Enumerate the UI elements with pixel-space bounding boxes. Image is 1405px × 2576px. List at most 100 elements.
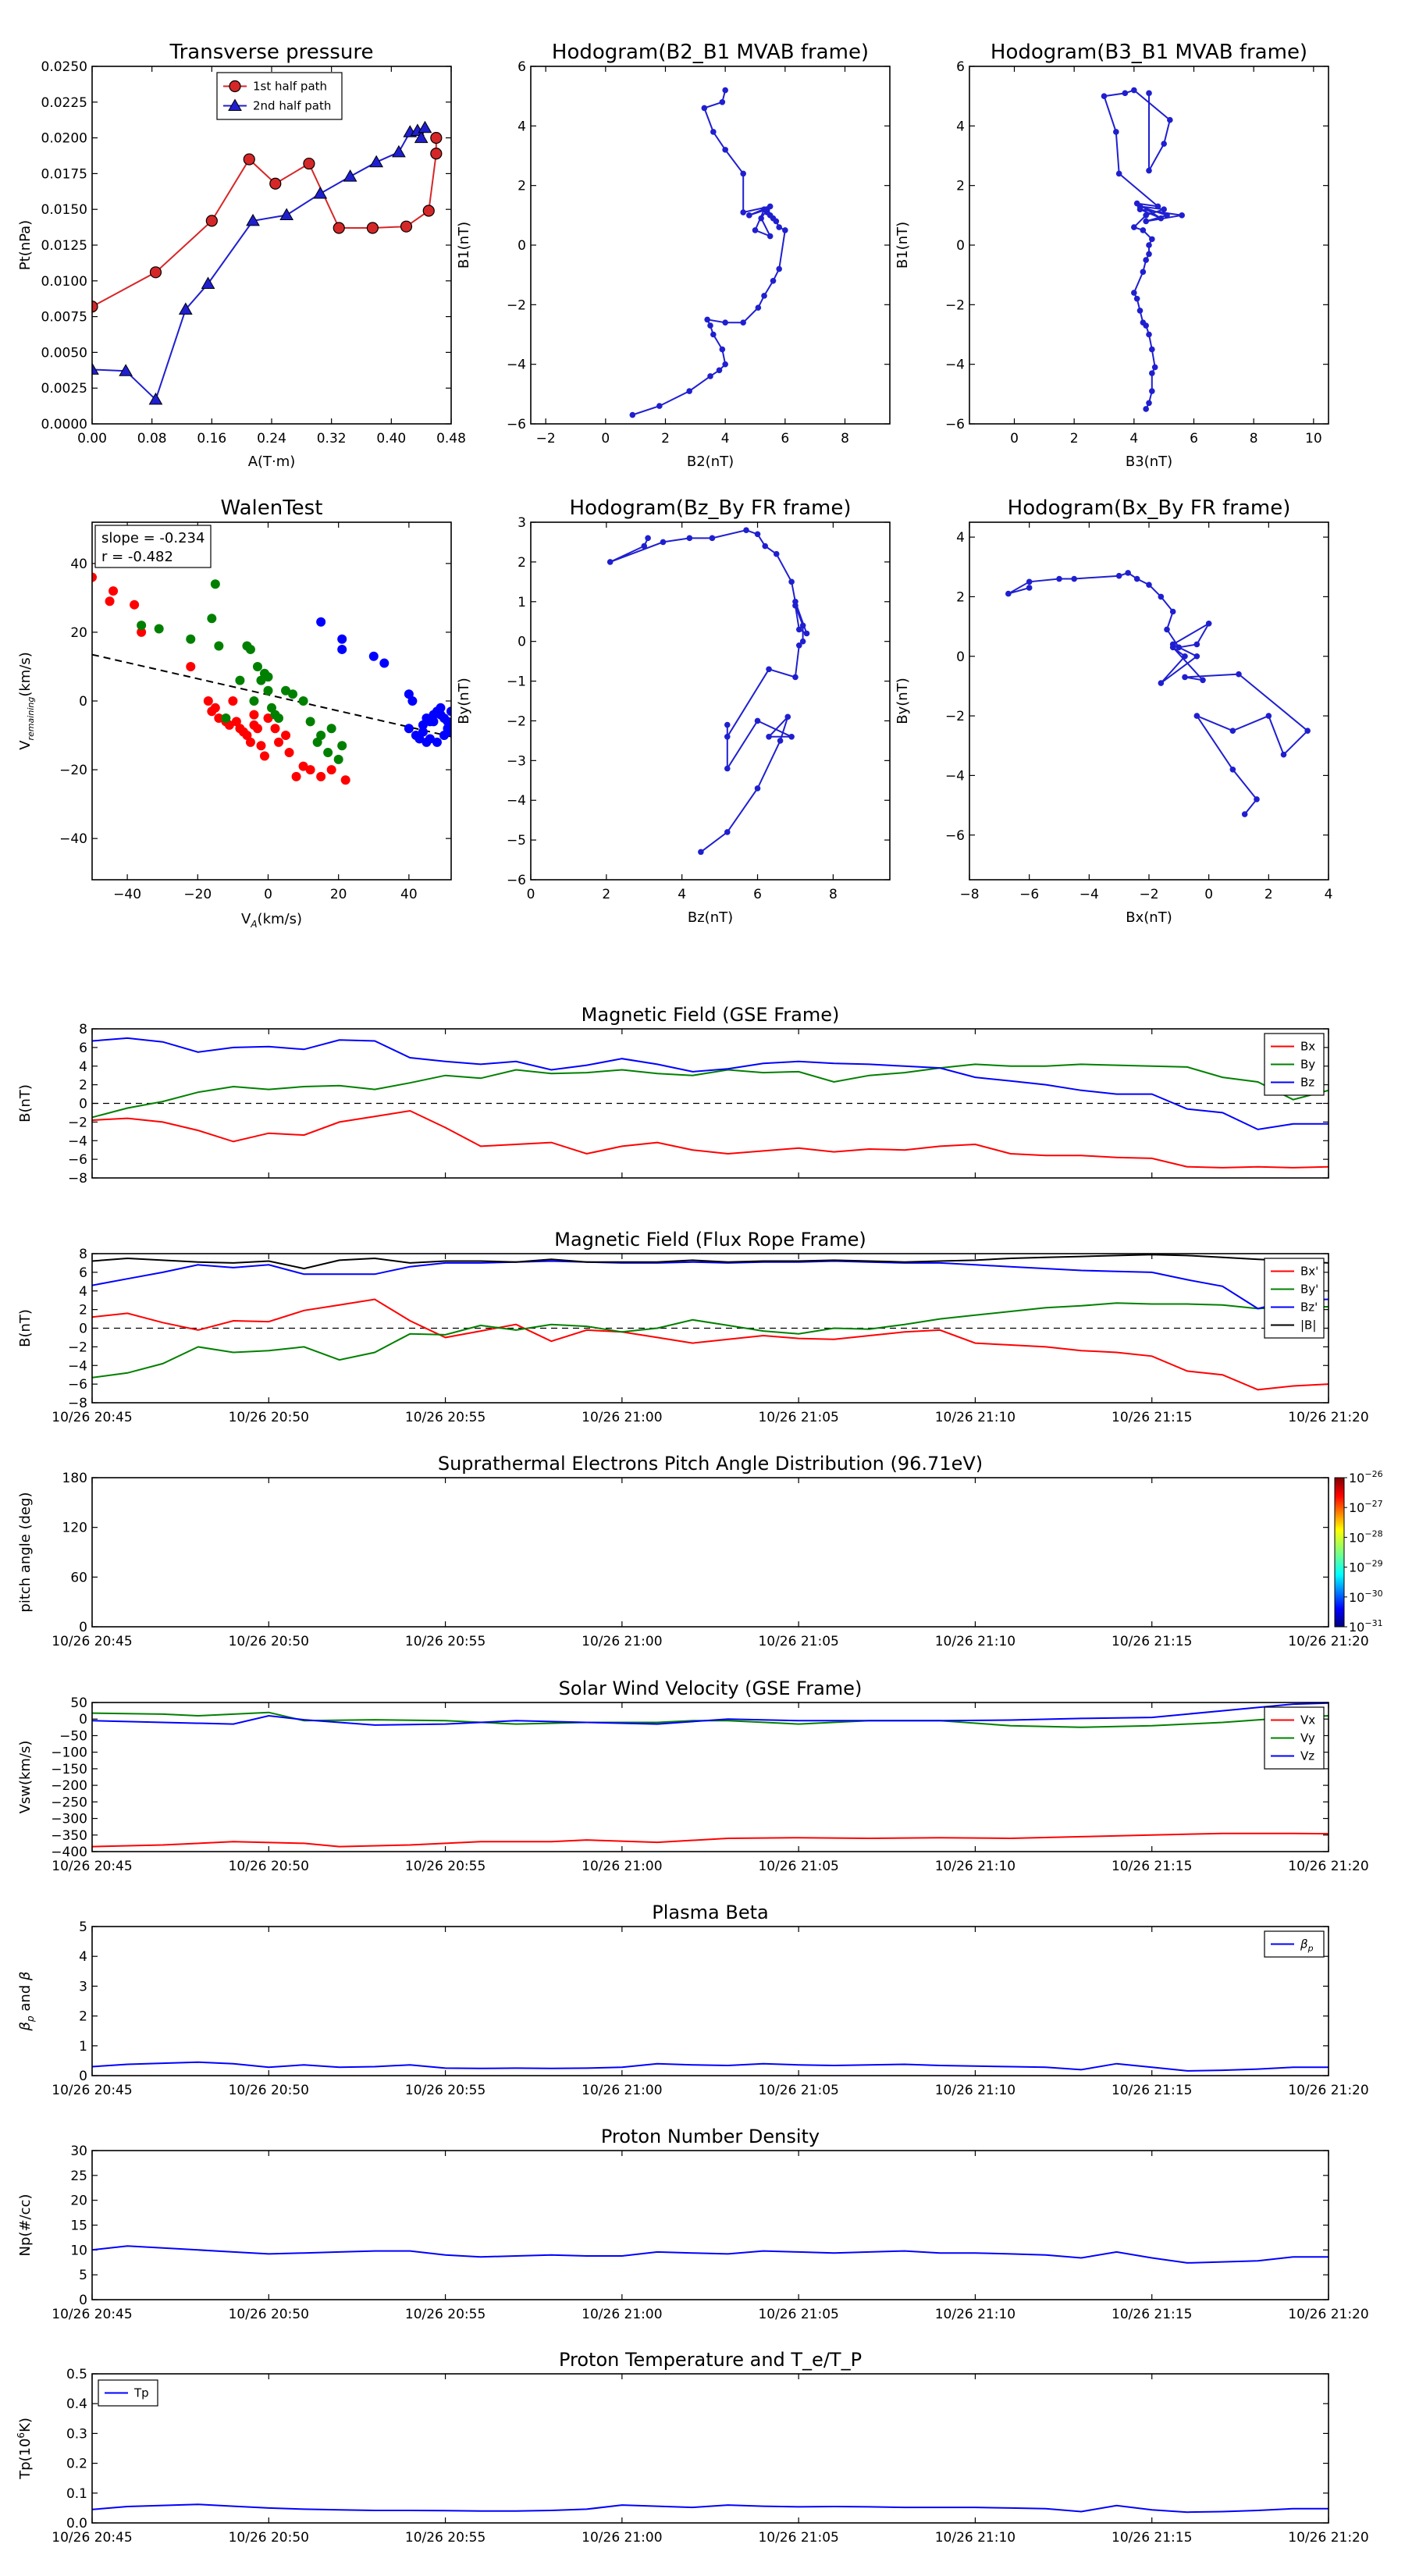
x-tick-label: 2 xyxy=(661,431,670,447)
colorbar-tick-exponent: −26 xyxy=(1364,1469,1382,1479)
x-tick-label: 10/26 21:05 xyxy=(758,1410,838,1425)
data-point xyxy=(1146,251,1152,258)
data-point xyxy=(686,388,692,394)
y-tick-label: 6 xyxy=(518,59,526,75)
y-tick-label: 120 xyxy=(62,1521,87,1536)
data-point xyxy=(137,627,147,637)
legend: Bx' By' Bz' |B| xyxy=(1264,1258,1325,1339)
series-0 xyxy=(606,527,810,856)
data-point xyxy=(203,696,213,706)
chart-h21: Hodogram(B2_B1 MVAB frame) −6 −4 −2 0 2 4 6 −2 0 2… xyxy=(507,41,891,470)
plot-area xyxy=(92,1254,1329,1391)
series-p xyxy=(92,2061,1329,2072)
y-tick-label: 0.0000 xyxy=(41,417,87,432)
data-point xyxy=(105,596,115,607)
data-point xyxy=(710,331,717,338)
data-point xyxy=(641,543,648,550)
y-axis-label-part: (km/s) xyxy=(17,652,34,696)
data-point xyxy=(207,706,217,717)
data-point xyxy=(1161,206,1167,213)
chart-title: Magnetic Field (GSE Frame) xyxy=(582,1004,840,1026)
data-point xyxy=(1143,257,1149,263)
data-point xyxy=(1140,227,1147,233)
data-point xyxy=(1113,129,1119,135)
data-point xyxy=(656,403,663,409)
data-point xyxy=(249,696,259,706)
data-point xyxy=(701,105,708,112)
data-point xyxy=(1149,388,1155,394)
data-point xyxy=(752,227,759,233)
y-tick-label: 0.0175 xyxy=(41,166,87,182)
data-point xyxy=(284,748,294,758)
x-tick-label: 10/26 21:10 xyxy=(935,2307,1016,2322)
y-tick-label: 60 xyxy=(70,1570,87,1585)
y-tick-label: 0.0125 xyxy=(41,238,87,254)
data-point xyxy=(1158,680,1165,686)
data-point xyxy=(724,829,731,835)
data-point xyxy=(1101,93,1108,99)
y-tick-label: −8 xyxy=(68,1396,87,1411)
y-tick-label: 5 xyxy=(79,2268,87,2283)
data-point xyxy=(249,710,259,720)
y-axis-label-part: remaining xyxy=(26,697,36,741)
legend-box xyxy=(216,72,343,120)
x-tick-label: 0 xyxy=(601,431,610,447)
data-point xyxy=(799,638,806,645)
data-point xyxy=(1265,713,1272,719)
y-axis-label: Vremaining(km/s) xyxy=(17,652,36,750)
data-point xyxy=(430,132,443,144)
legend-label: Tp xyxy=(133,2386,149,2400)
series-line xyxy=(92,1711,1329,1728)
correlation-annotation: r = -0.482 xyxy=(101,549,173,565)
y-tick-label: 0 xyxy=(518,635,526,650)
x-tick-label: 10/26 21:05 xyxy=(758,1859,838,1874)
data-point xyxy=(305,765,315,775)
data-point xyxy=(108,586,119,596)
series-0 xyxy=(92,2245,1329,2264)
x-tick-label: 10/26 20:55 xyxy=(405,1859,486,1874)
y-tick-label: −2 xyxy=(507,713,526,729)
data-point xyxy=(291,771,301,781)
colorbar-tick-exponent: −27 xyxy=(1364,1499,1382,1509)
x-tick-label: 10/26 21:10 xyxy=(935,1410,1016,1425)
data-point xyxy=(228,696,238,706)
plot-area xyxy=(606,527,810,856)
data-point xyxy=(178,302,193,315)
chart-title: Proton Temperature and T_e/T_P xyxy=(559,2349,862,2371)
x-tick-label: −6 xyxy=(1019,887,1039,902)
series-By xyxy=(92,1302,1329,1379)
data-point xyxy=(422,205,435,217)
data-point xyxy=(263,713,273,724)
y-tick-label: −3 xyxy=(507,753,526,769)
x-tick-label: 10/26 20:45 xyxy=(52,1634,132,1649)
data-point xyxy=(1146,400,1152,407)
y-tick-label: 40 xyxy=(70,557,87,572)
x-tick-label: 10/26 20:45 xyxy=(52,1410,132,1425)
data-point xyxy=(148,392,163,405)
y-tick-label: −2 xyxy=(68,1340,87,1355)
data-point xyxy=(1131,87,1137,94)
series-2 xyxy=(316,617,451,747)
y-tick-label: 0 xyxy=(956,238,965,254)
data-point xyxy=(366,222,379,234)
legend-label: Bz xyxy=(1300,1076,1314,1090)
x-tick-label: 10/26 20:55 xyxy=(405,2530,486,2546)
y-axis-label: Np(#/cc) xyxy=(17,2194,34,2257)
data-point xyxy=(392,144,406,158)
y-tick-label: 1 xyxy=(79,2039,87,2055)
colorbar-tick-base: 10 xyxy=(1349,1590,1364,1605)
data-point xyxy=(316,771,326,781)
data-point xyxy=(404,689,414,699)
data-point xyxy=(429,717,439,727)
y-tick-label: 2 xyxy=(79,2009,87,2025)
x-tick-label: 10/26 21:10 xyxy=(935,2530,1016,2546)
x-tick-label: 10/26 20:50 xyxy=(229,2307,309,2322)
y-tick-label: 0.1 xyxy=(66,2486,87,2502)
y-tick-label: 4 xyxy=(956,530,965,546)
data-point xyxy=(337,741,347,751)
legend-label: 1st half path xyxy=(253,80,327,94)
y-tick-label: −100 xyxy=(51,1745,87,1761)
data-point xyxy=(722,147,728,153)
x-tick-label: 10/26 20:55 xyxy=(405,1410,486,1425)
data-point xyxy=(1193,653,1200,660)
